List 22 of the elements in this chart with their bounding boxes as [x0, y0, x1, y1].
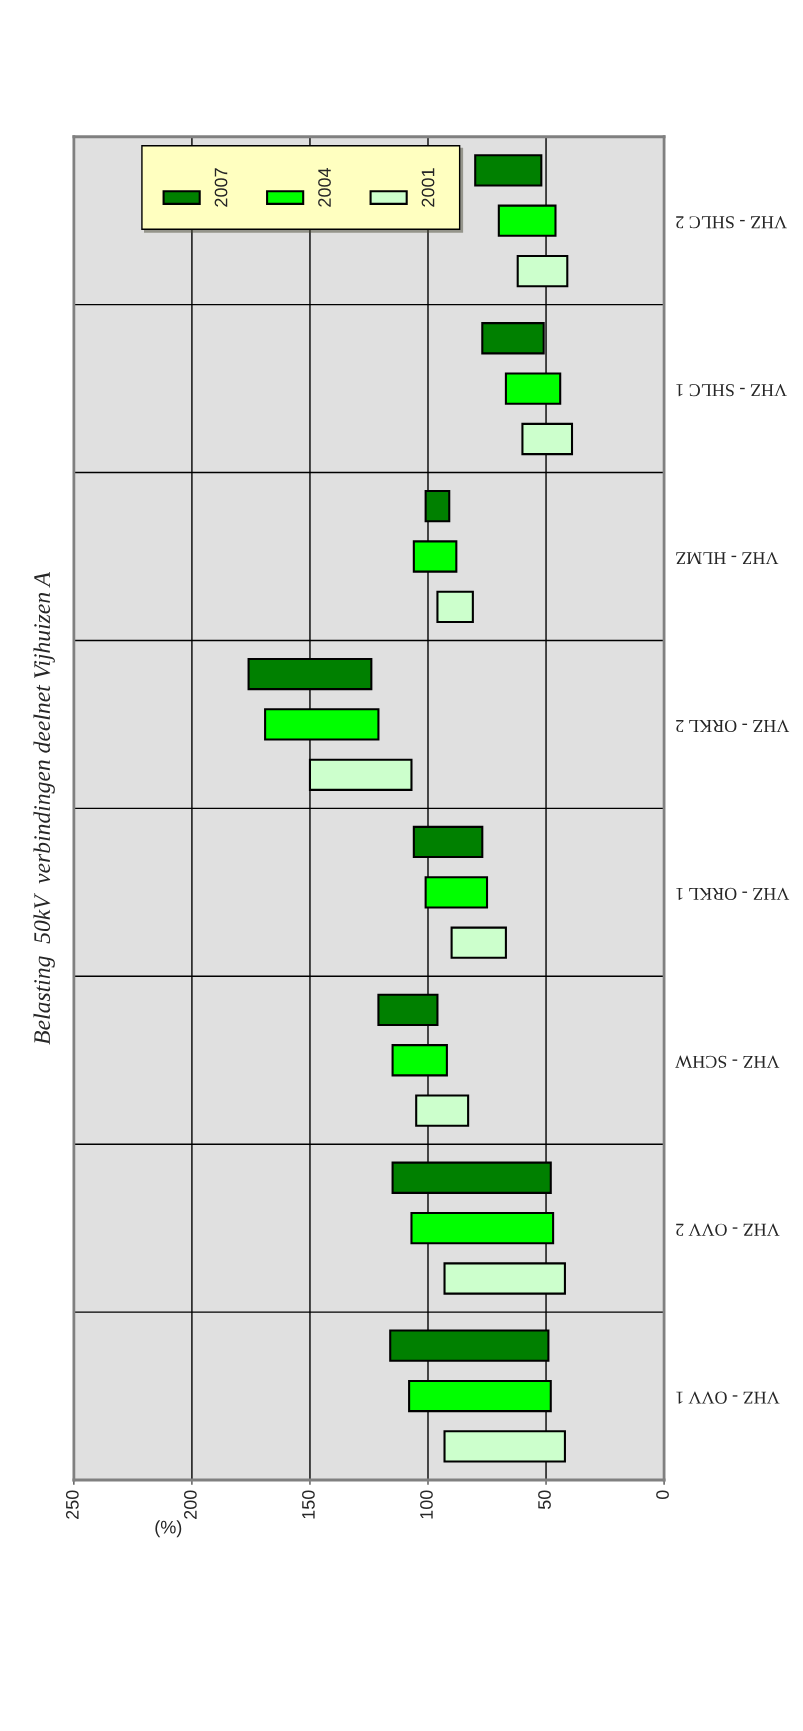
text: Belasting 50kV verbindingen deelnet Vijhuizen A	[33, 571, 55, 1045]
x-tick-label: 200	[183, 1490, 197, 1519]
x-tick-label: 50	[538, 1490, 551, 1510]
y-tick-label: VHZ - SCHW	[675, 1055, 780, 1068]
y-tick-label: VHZ - ORKL 1	[676, 887, 790, 900]
legend-label: 2007	[214, 168, 228, 207]
y-tick-label: VHZ - OVV 1	[676, 1391, 780, 1404]
bar	[450, 926, 507, 959]
legend-label: 2004	[318, 167, 331, 207]
y-tick-label: VHZ - HLMZ	[676, 551, 779, 564]
x-tick-label: 250	[65, 1490, 79, 1519]
y-tick-label: VHZ - SHLC 1	[676, 383, 787, 397]
y-tick-label: VHZ - SHLC 2	[676, 216, 787, 229]
bar	[436, 590, 474, 624]
y-tick-label: VHZ - ORKL 2	[676, 719, 790, 733]
x-tick-label: 150	[302, 1490, 315, 1519]
bar	[474, 154, 543, 187]
x-axis-title: (%)	[155, 1520, 182, 1538]
x-tick-label: 100	[420, 1490, 433, 1519]
legend-label: 2001	[421, 168, 435, 207]
y-tick-label: VHZ - OVV 2	[676, 1223, 780, 1236]
x-tick-label: 0	[656, 1490, 669, 1500]
